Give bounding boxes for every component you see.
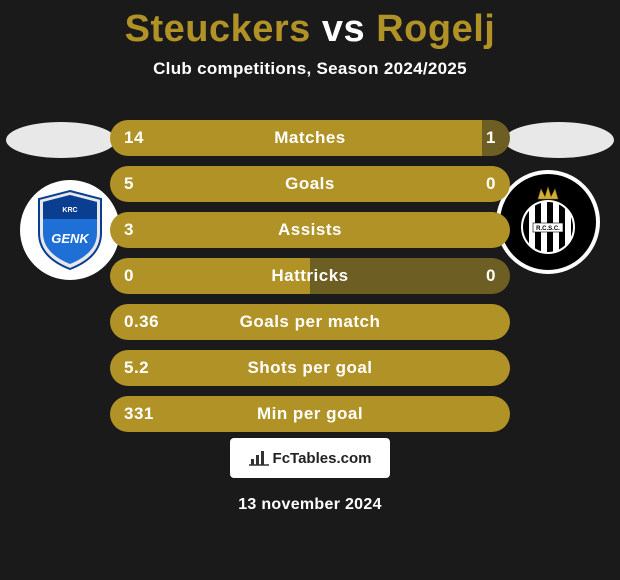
stat-right-value: 0 <box>486 266 496 286</box>
stat-row: 5Goals0 <box>110 166 510 202</box>
stat-row: 0.36Goals per match <box>110 304 510 340</box>
stat-left-value: 5.2 <box>124 358 149 378</box>
player1-photo-placeholder <box>6 122 116 158</box>
svg-text:R.C.S.C.: R.C.S.C. <box>536 226 560 232</box>
fctables-logo[interactable]: FcTables.com <box>230 438 390 478</box>
comparison-title: Steuckers vs Rogelj <box>0 0 620 51</box>
stat-label: Min per goal <box>110 404 510 424</box>
stat-label: Hattricks <box>110 266 510 286</box>
stat-label: Matches <box>110 128 510 148</box>
stat-left-value: 3 <box>124 220 134 240</box>
subtitle: Club competitions, Season 2024/2025 <box>0 59 620 79</box>
stat-row: 0Hattricks0 <box>110 258 510 294</box>
comparison-date: 13 november 2024 <box>0 496 620 514</box>
stat-row: 3Assists <box>110 212 510 248</box>
stats-container: 14Matches15Goals03Assists0Hattricks00.36… <box>110 120 510 442</box>
genk-crest-icon: KRC GENK <box>35 189 105 271</box>
player1-name: Steuckers <box>125 8 311 50</box>
vs-text: vs <box>322 8 365 50</box>
stat-right-value: 1 <box>486 128 496 148</box>
bar-chart-icon <box>249 450 269 466</box>
stat-row: 14Matches1 <box>110 120 510 156</box>
club-crest-right: R.C.S.C. <box>496 170 600 274</box>
footer-logo-text: FcTables.com <box>273 450 372 467</box>
stat-label: Goals per match <box>110 312 510 332</box>
svg-text:KRC: KRC <box>62 207 77 214</box>
club-crest-left: KRC GENK <box>20 180 120 280</box>
stat-left-value: 331 <box>124 404 154 424</box>
stat-right-value: 0 <box>486 174 496 194</box>
stat-left-value: 14 <box>124 128 144 148</box>
player2-name: Rogelj <box>376 8 495 50</box>
stat-row: 331Min per goal <box>110 396 510 432</box>
charleroi-crest-icon: R.C.S.C. <box>511 185 585 259</box>
stat-left-value: 5 <box>124 174 134 194</box>
stat-row: 5.2Shots per goal <box>110 350 510 386</box>
stat-left-value: 0 <box>124 266 134 286</box>
stat-left-value: 0.36 <box>124 312 159 332</box>
stat-label: Shots per goal <box>110 358 510 378</box>
player2-photo-placeholder <box>504 122 614 158</box>
stat-label: Assists <box>110 220 510 240</box>
stat-label: Goals <box>110 174 510 194</box>
svg-text:GENK: GENK <box>51 231 90 246</box>
